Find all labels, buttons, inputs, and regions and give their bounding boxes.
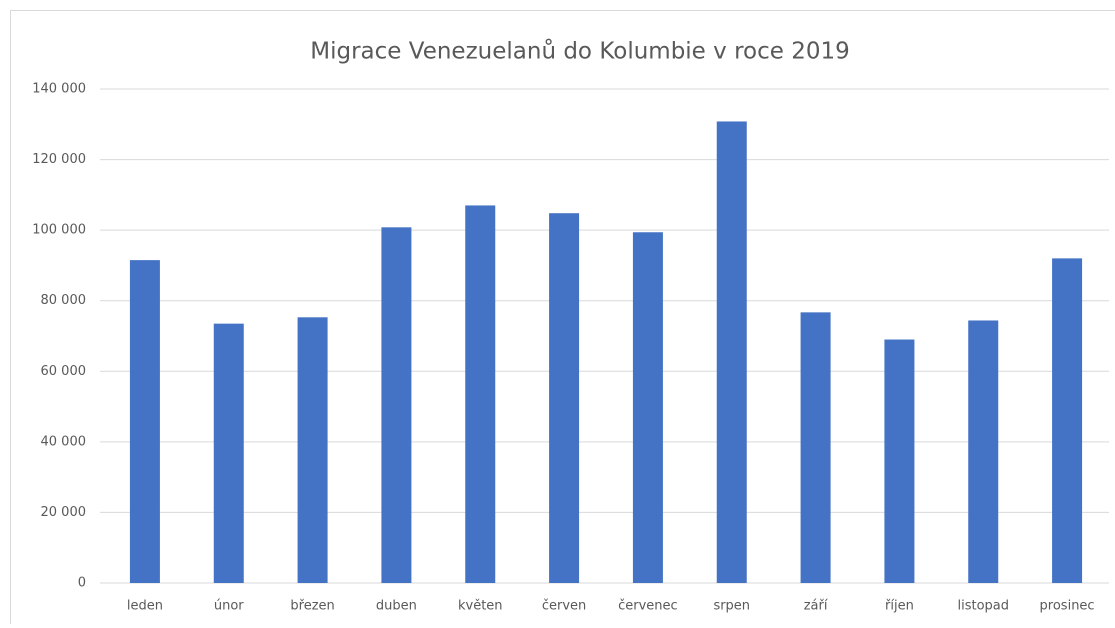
x-tick-label: srpen xyxy=(713,599,750,614)
bar xyxy=(633,232,663,583)
x-tick-label: červenec xyxy=(618,599,678,614)
bar xyxy=(298,317,328,583)
bar xyxy=(801,312,831,583)
x-tick-label: září xyxy=(804,599,828,614)
x-tick-label: duben xyxy=(376,599,417,614)
bar xyxy=(214,324,244,583)
x-tick-label: prosinec xyxy=(1040,599,1095,614)
bar xyxy=(465,205,495,583)
y-tick-label: 0 xyxy=(78,576,86,591)
bar xyxy=(381,227,411,583)
y-tick-label: 100 000 xyxy=(32,223,86,238)
x-tick-label: květen xyxy=(458,599,503,614)
y-tick-label: 60 000 xyxy=(41,364,87,379)
x-tick-label: únor xyxy=(214,599,244,614)
y-tick-label: 20 000 xyxy=(41,505,87,520)
x-tick-label: červen xyxy=(542,599,586,614)
bar xyxy=(717,121,747,583)
y-tick-label: 80 000 xyxy=(41,293,87,308)
x-tick-label: leden xyxy=(127,599,163,614)
y-tick-label: 120 000 xyxy=(32,152,86,167)
bar xyxy=(968,320,998,583)
bar xyxy=(1052,258,1082,583)
chart-title: Migrace Venezuelanů do Kolumbie v roce 2… xyxy=(310,38,849,65)
x-tick-label: listopad xyxy=(957,599,1009,614)
bar xyxy=(884,340,914,583)
bar xyxy=(549,213,579,583)
y-tick-label: 140 000 xyxy=(32,82,86,97)
y-tick-label: 40 000 xyxy=(41,434,87,449)
x-tick-label: říjen xyxy=(885,599,914,614)
bar xyxy=(130,260,160,583)
x-tick-label: březen xyxy=(290,599,334,614)
